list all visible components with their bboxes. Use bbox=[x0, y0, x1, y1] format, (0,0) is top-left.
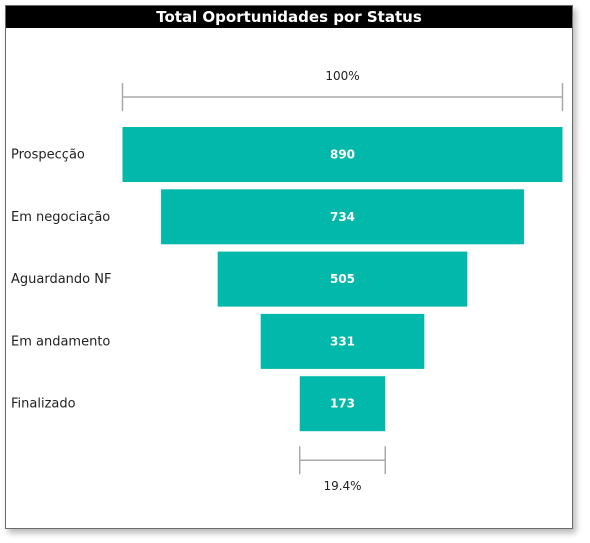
bar-value-label: 173 bbox=[330, 397, 355, 411]
category-label: Prospecção bbox=[11, 148, 85, 163]
funnel-bar[interactable] bbox=[122, 127, 563, 182]
category-label: Em andamento bbox=[11, 334, 110, 349]
category-label: Finalizado bbox=[11, 397, 76, 412]
funnel-bar[interactable] bbox=[217, 251, 468, 307]
funnel-bar[interactable] bbox=[260, 313, 425, 369]
bar-value-label: 505 bbox=[330, 272, 355, 286]
bar-value-label: 734 bbox=[330, 210, 355, 224]
top-percent-bracket bbox=[121, 83, 564, 111]
bottom-percent-label: 19.4% bbox=[323, 479, 361, 493]
top-percent-label: 100% bbox=[325, 69, 359, 83]
bottom-percent-bracket bbox=[298, 446, 387, 475]
category-label: Aguardando NF bbox=[11, 272, 111, 287]
bar-value-label: 331 bbox=[330, 334, 355, 348]
chart-title: Total Oportunidades por Status bbox=[6, 6, 572, 28]
funnel-bar[interactable] bbox=[299, 376, 386, 432]
chart-card: Total Oportunidades por Status bbox=[5, 5, 573, 529]
category-label: Em negociação bbox=[11, 210, 110, 225]
bar-value-label: 890 bbox=[330, 148, 355, 162]
funnel-bar[interactable] bbox=[161, 189, 524, 245]
